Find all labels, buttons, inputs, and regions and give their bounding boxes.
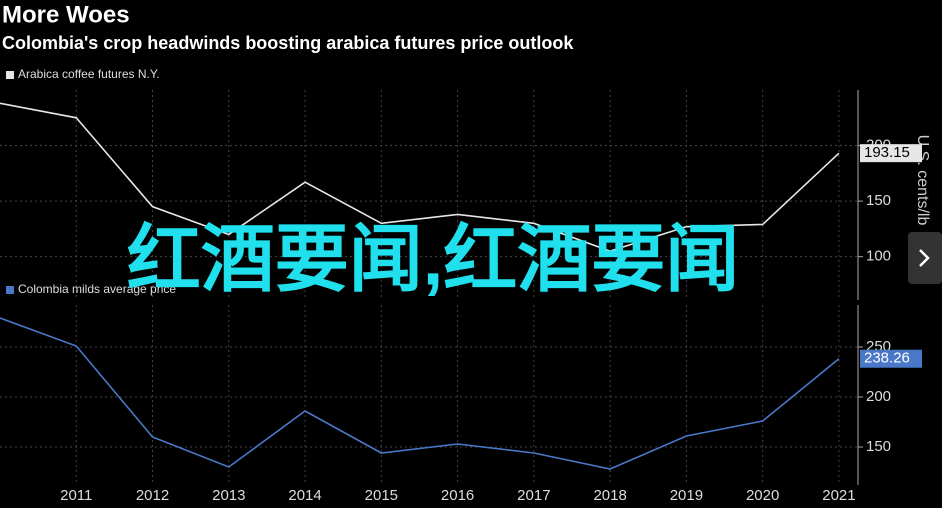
y-tick-label: 150 <box>866 438 891 455</box>
x-tick-label: 2018 <box>593 487 626 504</box>
value-label: 193.15 <box>864 144 910 161</box>
line <box>0 317 840 470</box>
x-tick-label: 2015 <box>365 487 398 504</box>
x-tick-label: 2020 <box>746 487 779 504</box>
chart-subtitle: Colombia's crop headwinds boosting arabi… <box>2 33 574 53</box>
x-tick-label: 2013 <box>212 487 245 504</box>
legend-swatch <box>6 286 14 294</box>
value-label-box <box>860 144 922 163</box>
legend-label: Arabica coffee futures N.Y. <box>18 67 160 81</box>
value-label: 238.26 <box>864 350 910 367</box>
overlay-text: 红酒要闻,红酒要闻 <box>127 218 740 301</box>
x-tick-label: 2012 <box>136 487 169 504</box>
line <box>0 102 840 252</box>
x-tick-label: 2014 <box>288 487 321 504</box>
value-label-box <box>860 349 922 368</box>
x-tick-label: 2017 <box>517 487 550 504</box>
chart-title: More Woes <box>2 1 130 28</box>
x-tick-label: 2011 <box>60 487 92 504</box>
x-tick-label: 2019 <box>670 487 703 504</box>
y-tick-label: 150 <box>866 192 891 209</box>
y-tick-label: 200 <box>866 388 891 405</box>
legend-swatch <box>6 71 14 79</box>
next-arrow <box>919 249 930 267</box>
next-button[interactable] <box>908 232 942 284</box>
y-tick-label: 100 <box>866 248 891 265</box>
x-tick-label: 2021 <box>822 487 855 504</box>
legend-label: Colombia milds average price <box>18 282 176 296</box>
x-tick-label: 2016 <box>441 487 474 504</box>
